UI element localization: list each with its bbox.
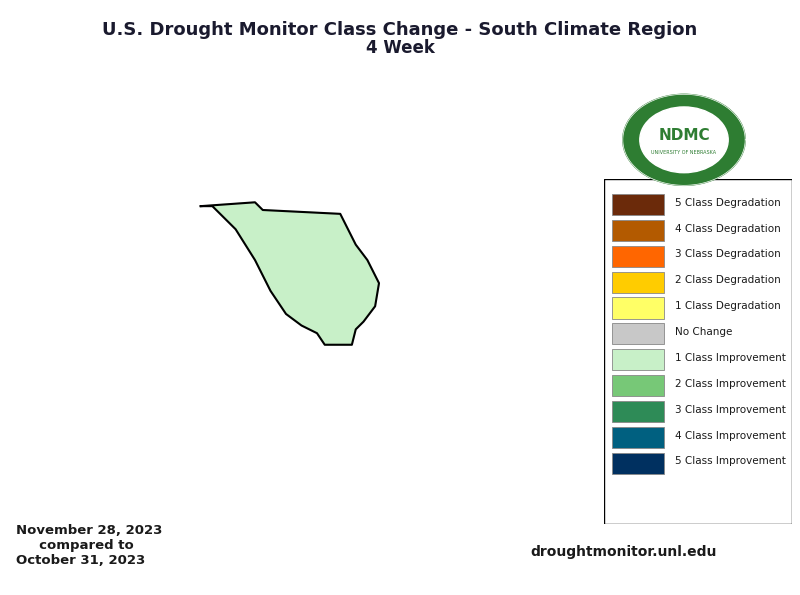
Text: 2 Class Degradation: 2 Class Degradation xyxy=(675,275,781,286)
Bar xyxy=(611,401,664,422)
Circle shape xyxy=(640,107,728,173)
Text: 5 Class Degradation: 5 Class Degradation xyxy=(675,198,781,208)
Bar xyxy=(611,453,664,474)
Bar xyxy=(611,271,664,293)
Text: UNIVERSITY OF NEBRASKA: UNIVERSITY OF NEBRASKA xyxy=(651,150,717,155)
Bar xyxy=(611,194,664,215)
Bar xyxy=(611,427,664,448)
Bar xyxy=(611,323,664,345)
Circle shape xyxy=(622,94,746,185)
Text: 2 Class Improvement: 2 Class Improvement xyxy=(675,379,786,389)
Text: 4 Class Improvement: 4 Class Improvement xyxy=(675,431,786,441)
Text: 5 Class Improvement: 5 Class Improvement xyxy=(675,456,786,466)
Text: No Change: No Change xyxy=(675,327,733,337)
Bar xyxy=(611,246,664,267)
Text: November 28, 2023
     compared to
October 31, 2023: November 28, 2023 compared to October 31… xyxy=(16,524,162,566)
Text: 3 Class Improvement: 3 Class Improvement xyxy=(675,405,786,415)
Text: 3 Class Degradation: 3 Class Degradation xyxy=(675,249,781,259)
Text: 4 Class Degradation: 4 Class Degradation xyxy=(675,224,781,234)
FancyBboxPatch shape xyxy=(604,178,792,524)
Text: 4 Week: 4 Week xyxy=(366,39,434,57)
Text: 1 Class Improvement: 1 Class Improvement xyxy=(675,353,786,363)
Text: droughtmonitor.unl.edu: droughtmonitor.unl.edu xyxy=(531,545,717,559)
Bar xyxy=(611,349,664,370)
Text: NDMC: NDMC xyxy=(658,129,710,143)
Bar xyxy=(611,375,664,396)
Bar xyxy=(611,298,664,318)
Text: U.S. Drought Monitor Class Change - South Climate Region: U.S. Drought Monitor Class Change - Sout… xyxy=(102,21,698,39)
Polygon shape xyxy=(201,202,379,345)
Text: 1 Class Degradation: 1 Class Degradation xyxy=(675,301,781,311)
Bar xyxy=(611,220,664,241)
